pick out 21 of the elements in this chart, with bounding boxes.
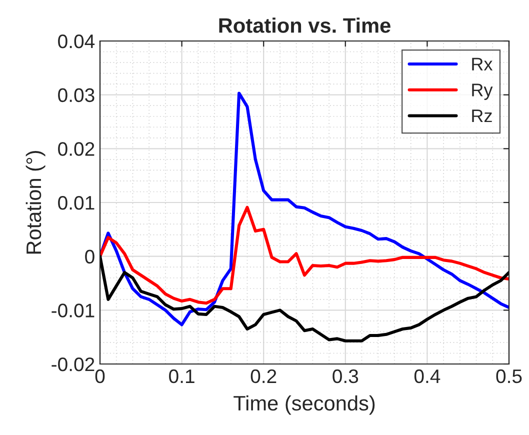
- x-tick-label: 0.2: [250, 369, 276, 384]
- line-series: [100, 254, 509, 342]
- x-tick-label: 0.3: [332, 369, 358, 384]
- chart-title: Rotation vs. Time: [219, 18, 390, 33]
- y-axis-title: Rotation (°): [26, 150, 46, 254]
- x-tick-label: 0.4: [414, 369, 440, 384]
- y-tick-label: 0.02: [58, 142, 94, 156]
- y-tick-label: 0.01: [58, 196, 94, 210]
- legend-label: Rz: [472, 110, 492, 122]
- x-tick-label: 0.1: [169, 369, 194, 384]
- x-tick-label: 0.5: [496, 369, 522, 384]
- legend-label: Ry: [472, 84, 493, 100]
- line-series: [100, 206, 509, 305]
- y-tick-label: 0.03: [58, 88, 94, 102]
- legend-label: Rx: [472, 58, 493, 70]
- y-tick-label: -0.02: [52, 357, 94, 372]
- x-axis-title: Time (seconds): [234, 395, 375, 415]
- y-tick-label: -0.01: [52, 304, 94, 318]
- x-tick-label: 0: [95, 369, 105, 384]
- y-tick-label: 0.04: [58, 34, 95, 48]
- y-tick-label: 0: [85, 250, 94, 264]
